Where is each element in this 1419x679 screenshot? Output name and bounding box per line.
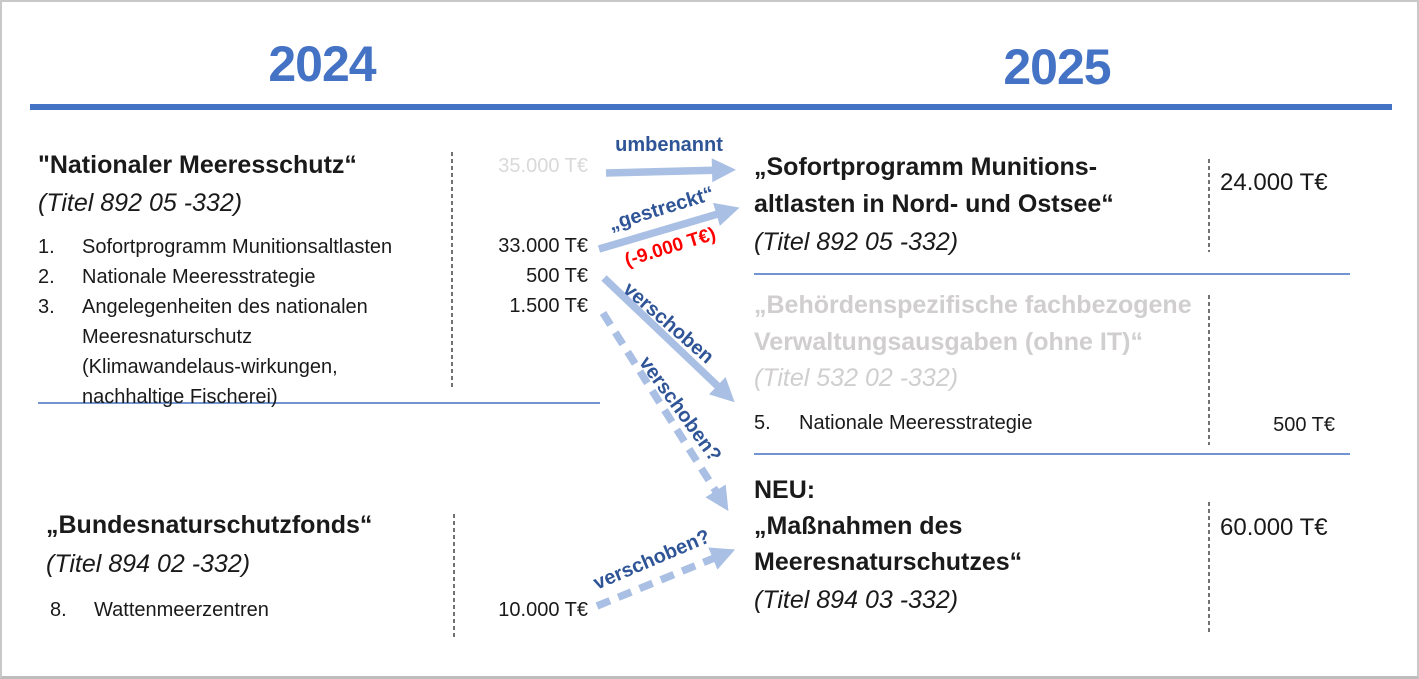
program-subtitle-titel-892-05-2025: (Titel 892 05 -332) (754, 228, 959, 256)
item-amount: 10.000 T€ (498, 599, 588, 621)
transfer-label-umbenannt: umbenannt (615, 134, 723, 156)
item-amount: 1.500 T€ (509, 295, 588, 317)
item-label: Wattenmeerzentren (94, 599, 269, 621)
item-number: 2. (38, 266, 55, 288)
transfer-label-verschoben: verschoben (618, 277, 718, 369)
item-amount: 33.000 T€ (498, 235, 588, 257)
header-divider-line (30, 104, 1392, 110)
program-title-sofortprogramm-line2: altlasten in Nord- und Ostsee“ (754, 190, 1114, 218)
item-number: 5. (754, 412, 771, 434)
item-number: 8. (50, 599, 67, 621)
item-label: Nationale Meeresstrategie (82, 266, 316, 288)
program-title-bundesnaturschutzfonds: „Bundesnaturschutzfonds“ (46, 511, 373, 539)
program-subtitle-titel-532-02: (Titel 532 02 -332) (754, 364, 959, 392)
program-subtitle-titel-894-02: (Titel 894 02 -332) (46, 550, 251, 578)
program-subtitle-titel-894-03: (Titel 894 03 -332) (754, 586, 959, 614)
item-label: Angelegenheiten des nationalen Meeresnat… (82, 296, 368, 408)
budget-amount-60000: 60.000 T€ (1220, 514, 1328, 541)
item-number: 3. (38, 296, 55, 318)
program-title-massnahmen-line1: „Maßnahmen des (754, 512, 963, 540)
program-title-behoerden-line2: Verwaltungsausgaben (ohne IT)“ (754, 328, 1143, 356)
item-label: Nationale Meeresstrategie (799, 412, 1033, 434)
list-item: 1. Sofortprogramm Munitionsaltlasten (38, 232, 430, 262)
item-number: 1. (38, 236, 55, 258)
transfer-label-verschoben-question-2: verschoben? (590, 525, 714, 595)
program-title-nationaler-meeresschutz: "Nationaler Meeresschutz“ (38, 151, 357, 179)
year-label-2025: 2025 (1003, 39, 1111, 95)
budget-amount-24000: 24.000 T€ (1220, 169, 1328, 196)
program-subtitle-titel-892-05: (Titel 892 05 -332) (38, 189, 243, 217)
program-new-prefix: NEU: (754, 476, 816, 504)
item-label: Sofortprogramm Munitionsaltlasten (82, 236, 393, 258)
budget-amount-previous-total: 35.000 T€ (498, 155, 588, 177)
program-title-sofortprogramm-line1: „Sofortprogramm Munitions- (754, 153, 1098, 181)
program-title-massnahmen-line2: Meeresnaturschutzes“ (754, 548, 1023, 576)
arrow-umbenannt (605, 158, 736, 183)
program-item-list: 1. Sofortprogramm Munitionsaltlasten 2. … (38, 232, 430, 412)
year-label-2024: 2024 (268, 36, 376, 92)
list-item: 3. Angelegenheiten des nationalen Meeres… (38, 292, 430, 412)
item-amount: 500 T€ (526, 265, 588, 287)
program-title-behoerden-line1: „Behördenspezifische fachbezogene (754, 291, 1192, 319)
list-item: 2. Nationale Meeresstrategie (38, 262, 430, 292)
item-amount: 500 T€ (1273, 414, 1335, 436)
